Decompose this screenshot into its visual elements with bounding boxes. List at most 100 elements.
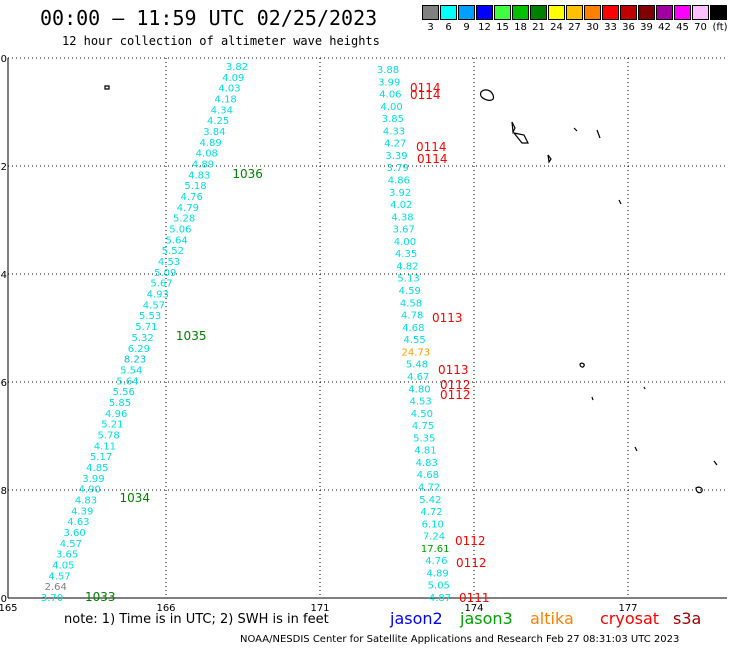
swh-value: 4.83 xyxy=(416,458,438,469)
legend-label: 39 xyxy=(640,22,653,33)
swh-value: 5.48 xyxy=(406,360,428,371)
swh-value: 4.89 xyxy=(426,568,448,579)
swh-value: 4.89 xyxy=(199,138,221,149)
note-text: note: 1) Time is in UTC; 2) SWH is in fe… xyxy=(64,612,329,627)
swh-value: 4.05 xyxy=(52,560,74,571)
island-outline xyxy=(547,154,552,164)
island-outline xyxy=(512,132,529,144)
pass-time-label: 0114 xyxy=(410,88,441,102)
legend-label: 27 xyxy=(568,22,581,33)
satellite-label: altika xyxy=(530,609,574,628)
island-outline xyxy=(573,127,578,132)
swh-value: 5.05 xyxy=(428,581,450,592)
legend-swatch xyxy=(440,5,457,20)
swh-value: 5.17 xyxy=(90,452,112,463)
swh-value: 5.18 xyxy=(184,181,206,192)
satellite-label: jason2 xyxy=(390,609,443,628)
swh-value: 4.11 xyxy=(94,441,116,452)
swh-value: 5.28 xyxy=(173,214,195,225)
swh-value: 4.89 xyxy=(192,160,214,171)
island-outline xyxy=(591,396,594,401)
legend-label: 18 xyxy=(514,22,527,33)
pass-time-label: 1036 xyxy=(232,167,263,181)
swh-value: 6.29 xyxy=(128,344,150,355)
swh-value: 5.78 xyxy=(97,430,119,441)
swh-value: 3.99 xyxy=(378,77,400,88)
left-track: 3.824.094.034.184.344.253.844.894.084.89… xyxy=(41,62,263,604)
swh-value: 4.90 xyxy=(79,485,101,496)
swh-value: 4.02 xyxy=(390,200,412,211)
lon-label: 177 xyxy=(618,603,637,614)
swh-value: 5.64 xyxy=(165,235,187,246)
swh-value: 8.23 xyxy=(124,355,146,366)
pass-time-label: 1034 xyxy=(119,491,150,505)
island-outline xyxy=(479,89,495,101)
swh-value: 5.21 xyxy=(101,420,123,431)
swh-value: 4.53 xyxy=(410,397,432,408)
swh-value: 5.52 xyxy=(162,246,184,257)
swh-value: 4.53 xyxy=(158,257,180,268)
swh-value: 3.84 xyxy=(203,127,225,138)
swh-value: 5.42 xyxy=(419,495,441,506)
pass-time-label: 0113 xyxy=(438,363,469,377)
swh-value: 4.08 xyxy=(196,149,218,160)
pass-time-label: 0114 xyxy=(416,140,447,154)
swh-value: 5.09 xyxy=(154,268,176,279)
pass-time-label: 0112 xyxy=(456,556,487,570)
legend-swatch xyxy=(512,5,529,20)
swh-value: 5.35 xyxy=(413,433,435,444)
swh-value: 3.67 xyxy=(393,225,415,236)
satellite-label: jason3 xyxy=(460,609,513,628)
pass-time-label: 0114 xyxy=(417,152,448,166)
swh-value: 4.76 xyxy=(181,192,203,203)
island-outline xyxy=(713,460,718,466)
swh-value: 5.32 xyxy=(131,333,153,344)
lat-label: -4 xyxy=(0,270,7,281)
swh-value: 4.57 xyxy=(48,571,70,582)
swh-value: 4.68 xyxy=(402,323,424,334)
pass-time-label: 0113 xyxy=(432,311,463,325)
swh-value: 4.03 xyxy=(218,84,240,95)
legend-label: 33 xyxy=(604,22,617,33)
swh-value: 4.18 xyxy=(215,95,237,106)
swh-value: 4.63 xyxy=(67,517,89,528)
legend-swatch xyxy=(458,5,475,20)
pass-time-label: 0112 xyxy=(455,534,486,548)
legend-unit: (ft) xyxy=(712,22,728,33)
swh-value: 3.65 xyxy=(56,550,78,561)
island-outline xyxy=(618,199,622,205)
swh-value: 3.79 xyxy=(387,163,409,174)
legend-label: 24 xyxy=(550,22,563,33)
swh-value: 4.81 xyxy=(414,446,436,457)
swh-value: 4.39 xyxy=(71,506,93,517)
swh-value: 4.83 xyxy=(75,495,97,506)
swh-value: 5.71 xyxy=(135,322,157,333)
swh-value: 4.59 xyxy=(399,286,421,297)
legend-swatch xyxy=(620,5,637,20)
satellite-label: s3a xyxy=(673,609,702,628)
island-outline xyxy=(596,129,601,139)
legend-label: 6 xyxy=(445,22,452,33)
legend-label: 3 xyxy=(427,22,434,33)
legend-label: 15 xyxy=(496,22,509,33)
pass-time-label: 0112 xyxy=(440,378,471,392)
pass-time-label: 0114 xyxy=(410,81,441,95)
lat-label: -10 xyxy=(0,594,7,605)
legend-swatch xyxy=(548,5,565,20)
swh-value: 4.57 xyxy=(60,539,82,550)
island-outline xyxy=(579,362,585,368)
swh-value: 4.55 xyxy=(403,335,425,346)
legend-swatch xyxy=(710,5,727,20)
swh-value: 2.64 xyxy=(45,582,67,593)
legend-label: 70 xyxy=(694,22,707,33)
lon-label: 171 xyxy=(310,603,329,614)
swh-value: 4.85 xyxy=(86,463,108,474)
footer-credit: NOAA/NESDIS Center for Satellite Applica… xyxy=(240,634,680,645)
swh-value: 4.57 xyxy=(143,300,165,311)
swh-value: 4.25 xyxy=(207,116,229,127)
swh-value: 5.54 xyxy=(120,365,142,376)
lat-label: -6 xyxy=(0,378,7,389)
legend-swatch xyxy=(566,5,583,20)
swh-value: 5.64 xyxy=(116,376,138,387)
